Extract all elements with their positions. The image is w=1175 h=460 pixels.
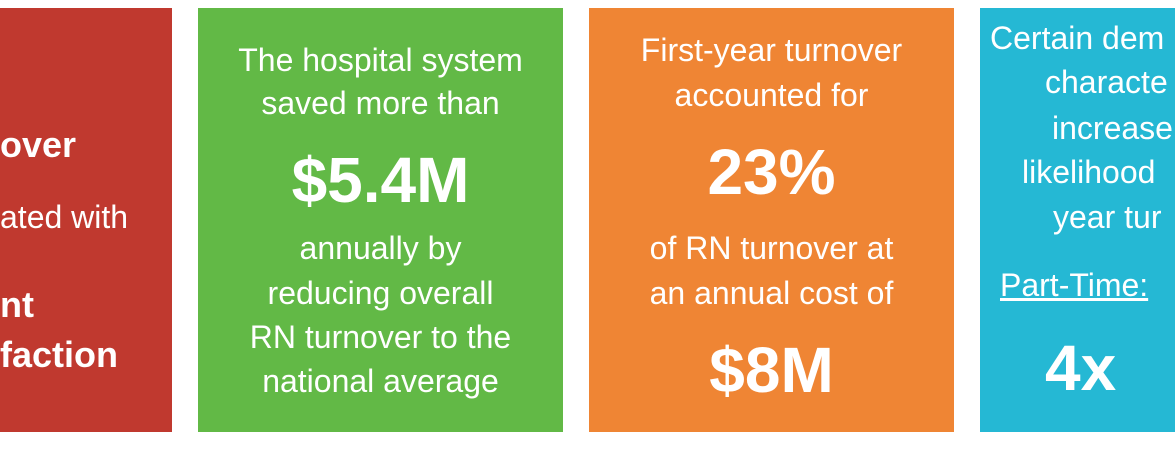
card-stat: 23%: [707, 136, 836, 208]
card-stat: $8M: [709, 334, 834, 406]
card-line: Certain dem: [990, 20, 1165, 56]
card-stat: $5.4M: [291, 144, 470, 216]
card: Certain dem characte increase likelihood…: [980, 8, 1175, 432]
card-stat: 4x: [1045, 332, 1117, 404]
card-line: saved more than: [261, 85, 500, 121]
card-line: over: [0, 124, 77, 165]
card-line: annually by: [299, 230, 462, 266]
card-line: The hospital system: [238, 42, 523, 78]
card-line: likelihood: [1022, 154, 1156, 190]
card: The hospital system saved more than $5.4…: [198, 8, 563, 432]
card-line: increase: [1052, 110, 1173, 146]
card-line: year tur: [1053, 199, 1162, 235]
card-line: faction: [0, 334, 119, 375]
card-line: First-year turnover: [640, 32, 903, 68]
card-line: of RN turnover at: [649, 230, 894, 266]
card-line: nt: [0, 284, 34, 325]
card: over ated with nt faction: [0, 8, 172, 432]
card-line: reducing overall: [267, 275, 494, 311]
card-line: Part-Time:: [1000, 267, 1149, 303]
card-line: national average: [262, 363, 499, 399]
card: First-year turnover accounted for 23% of…: [589, 8, 954, 432]
card-line: characte: [1045, 64, 1168, 100]
card-line: an annual cost of: [649, 275, 894, 311]
card-line: accounted for: [674, 77, 869, 113]
card-line: RN turnover to the: [249, 319, 512, 355]
card-line: ated with: [0, 199, 129, 235]
